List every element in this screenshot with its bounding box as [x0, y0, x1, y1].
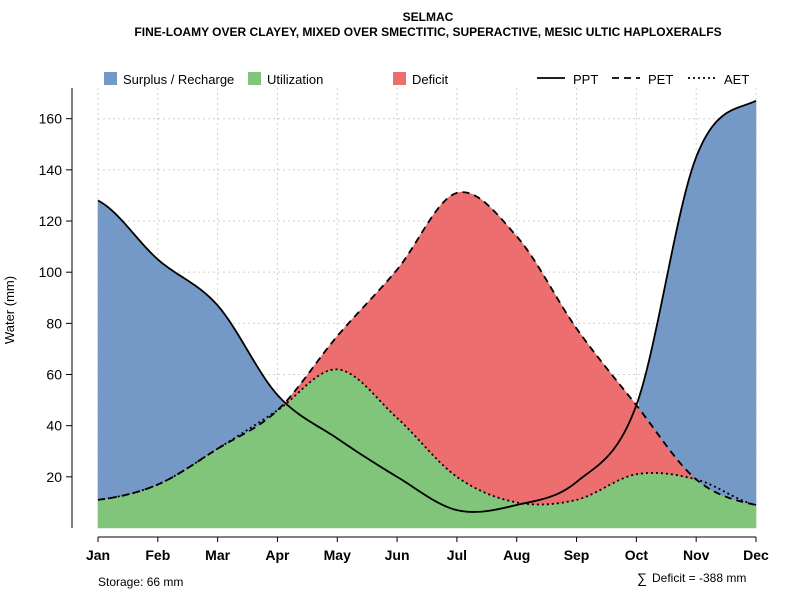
x-tick-label: Nov	[683, 547, 710, 563]
y-tick-label: 60	[46, 367, 62, 383]
chart-axes: 20 40 60 80 100 120 140 160 Jan Feb Mar Apr May Jun Ju…	[39, 88, 769, 563]
x-tick-label: Aug	[503, 547, 530, 563]
y-tick-label: 100	[39, 264, 63, 280]
legend-label: AET	[724, 72, 749, 87]
y-axis-label: Water (mm)	[2, 276, 17, 344]
x-tick-label: Jul	[447, 547, 467, 563]
x-tick-label: Oct	[625, 547, 649, 563]
legend-swatch	[393, 72, 406, 85]
chart-title: SELMAC	[403, 10, 454, 24]
y-tick-label: 140	[39, 162, 63, 178]
chart-series-lines	[97, 99, 757, 513]
y-tick-label: 20	[46, 469, 62, 485]
legend-swatch	[248, 72, 261, 85]
legend-label: Deficit	[412, 72, 449, 87]
legend-swatch	[104, 72, 117, 85]
x-tick-label: Jun	[385, 547, 410, 563]
aet-line	[97, 368, 757, 506]
deficit-sum-icon: ∑	[637, 570, 647, 586]
legend-label: PPT	[573, 72, 598, 87]
storage-note: Storage: 66 mm	[98, 575, 183, 589]
x-tick-label: Apr	[265, 547, 290, 563]
chart-areas	[97, 100, 757, 529]
ppt-line	[97, 99, 757, 513]
chart-legend: Surplus / Recharge Utilization Deficit PPT P…	[104, 72, 749, 87]
y-tick-label: 80	[46, 315, 62, 331]
x-tick-label: Sep	[564, 547, 590, 563]
x-tick-label: Feb	[145, 547, 170, 563]
y-tick-label: 120	[39, 213, 63, 229]
deficit-note: Deficit = -388 mm	[652, 571, 746, 585]
legend-label: Utilization	[267, 72, 323, 87]
x-tick-label: Mar	[205, 547, 230, 563]
y-tick-label: 40	[46, 418, 62, 434]
y-tick-label: 160	[39, 111, 63, 127]
x-tick-label: Dec	[743, 547, 769, 563]
legend-label: PET	[648, 72, 673, 87]
x-tick-label: Jan	[86, 547, 110, 563]
chart-subtitle: FINE-LOAMY OVER CLAYEY, MIXED OVER SMECT…	[134, 25, 721, 39]
legend-label: Surplus / Recharge	[123, 72, 234, 87]
x-tick-label: May	[324, 547, 351, 563]
